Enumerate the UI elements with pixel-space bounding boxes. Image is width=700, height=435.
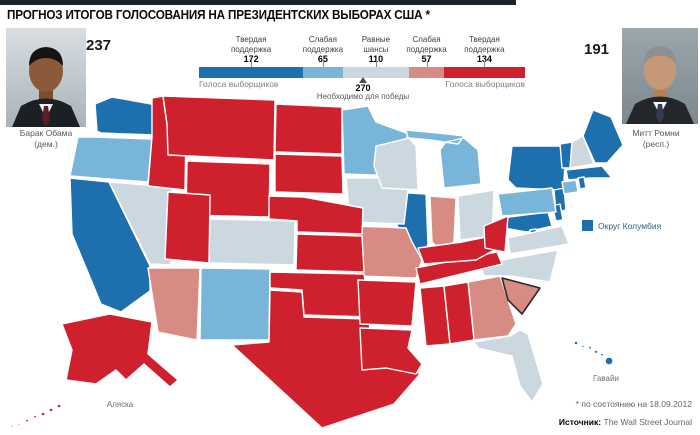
state-WV <box>483 215 509 253</box>
hawaii-label: Гавайи <box>593 374 619 383</box>
state-CO <box>208 218 296 266</box>
state-WA <box>94 96 158 136</box>
legend-label-lean_dem: Слабая поддержка 65 <box>302 35 344 64</box>
needed-marker-icon <box>359 77 367 83</box>
state-RI <box>577 176 587 190</box>
state-AL <box>443 281 475 345</box>
legend-tick <box>251 61 253 67</box>
romney-electoral-votes: 191 <box>584 41 610 58</box>
obama-name: Барак Обама (дем.) <box>19 128 73 149</box>
state-HI <box>573 340 614 366</box>
asterisk-note: * по состоянию на 18.09.2012 <box>575 399 692 409</box>
state-MT <box>162 95 276 161</box>
state-SD <box>274 153 344 195</box>
state-AK <box>10 313 179 429</box>
dc-legend-label: Округ Колумбия <box>598 221 662 231</box>
alaska-label: Аляска <box>106 400 134 409</box>
state-OK <box>269 271 370 318</box>
state-VA <box>507 225 570 255</box>
legend-label-lean_rep: Слабая поддержка 57 <box>406 35 447 64</box>
needed-value: 270 <box>355 83 371 93</box>
legend-label-tossup: Равные шансы 110 <box>361 35 391 64</box>
obama-electoral-votes: 237 <box>86 37 112 54</box>
state-NE <box>268 195 364 235</box>
romney-photo <box>622 28 698 124</box>
state-TX <box>231 289 421 429</box>
source-line: Источник: The Wall Street Journal <box>559 417 692 427</box>
legend-bar-segment-lean_rep <box>409 67 444 78</box>
romney-name: Митт Ромни (респ.) <box>632 128 680 149</box>
legend-bar-segment-tossup <box>342 67 410 78</box>
source-value: The Wall Street Journal <box>603 417 693 427</box>
page-title: ПРОГНОЗ ИТОГОВ ГОЛОСОВАНИЯ НА ПРЕЗИДЕНТС… <box>7 7 430 22</box>
legend-bar-segment-lean_dem <box>303 67 343 78</box>
state-CT <box>561 179 579 195</box>
dc-legend-swatch <box>582 220 593 231</box>
state-ME <box>582 109 624 164</box>
state-PA <box>497 187 557 217</box>
state-MA <box>565 165 613 181</box>
state-NC <box>479 249 559 283</box>
state-NH <box>569 135 595 169</box>
state-IN <box>429 195 457 249</box>
electoral-votes-bar <box>199 67 525 78</box>
state-NM <box>199 267 271 341</box>
state-FL <box>473 329 544 403</box>
legend-tick <box>322 61 324 67</box>
electors-label-right: Голоса выборщиков <box>445 79 525 89</box>
legend-label-strong_rep: Твердая поддержка 134 <box>464 35 505 64</box>
state-UT <box>164 191 211 264</box>
obama-portrait-graphic <box>6 28 86 127</box>
legend-tick <box>375 61 377 67</box>
state-ND <box>274 103 343 155</box>
state-LA <box>359 327 423 375</box>
electors-label-left: Голоса выборщиков <box>199 79 279 89</box>
top-accent-bar <box>0 0 516 5</box>
needed-label: Необходимо для победы <box>316 92 410 101</box>
state-SC <box>501 277 541 315</box>
state-KS <box>295 233 365 273</box>
state-AR <box>357 279 417 327</box>
legend-tick <box>484 61 486 67</box>
romney-portrait-graphic <box>622 28 698 124</box>
legend-tick <box>426 61 428 67</box>
state-WI <box>373 137 419 191</box>
legend-bar-segment-strong_rep <box>443 67 525 78</box>
legend-label-strong_dem: Твердая поддержка 172 <box>230 35 272 64</box>
legend-bar-segment-strong_dem <box>199 67 304 78</box>
us-map <box>10 95 624 429</box>
source-label: Источник: <box>558 417 602 427</box>
obama-photo <box>6 28 86 127</box>
state-OR <box>69 136 153 183</box>
state-AZ <box>147 267 201 341</box>
